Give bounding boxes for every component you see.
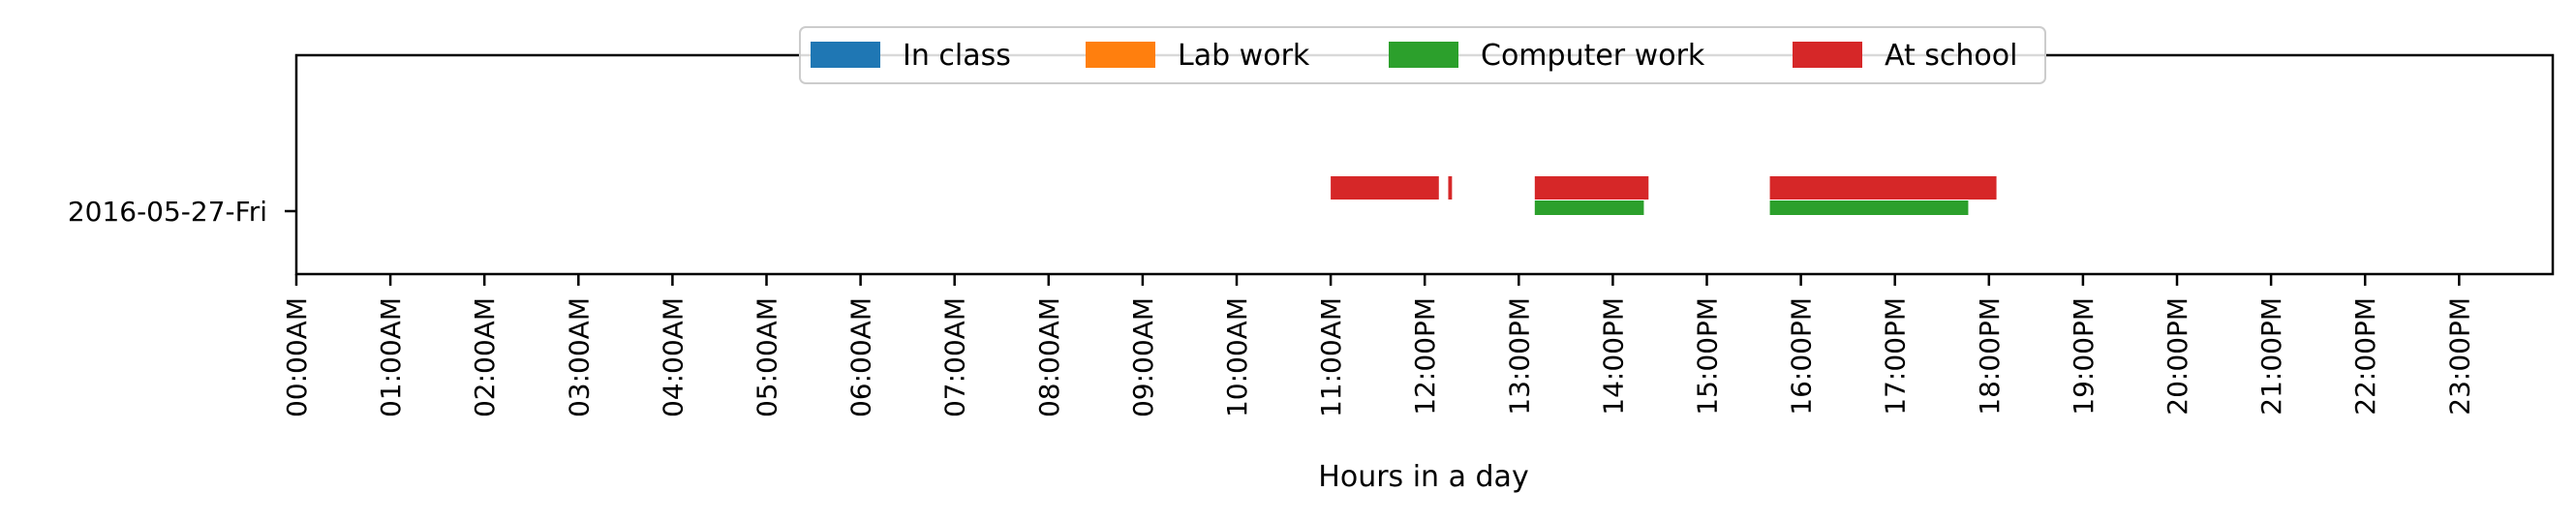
legend-swatch — [1793, 42, 1862, 68]
x-tick-label: 07:00AM — [939, 297, 971, 417]
legend: In class Lab work Computer work At school — [799, 26, 2046, 84]
x-tick-label: 22:00PM — [2349, 297, 2381, 415]
legend-label: Lab work — [1178, 39, 1310, 73]
legend-swatch — [1389, 42, 1458, 68]
legend-swatch — [811, 42, 880, 68]
x-tick-label: 09:00AM — [1127, 297, 1159, 417]
x-tick-label: 11:00AM — [1315, 297, 1347, 417]
x-tick-label: 16:00PM — [1786, 297, 1818, 415]
x-tick-label: 19:00PM — [2068, 297, 2100, 415]
x-tick-label: 06:00AM — [845, 297, 877, 417]
x-tick-label: 17:00PM — [1880, 297, 1912, 415]
plot-area — [294, 53, 2555, 276]
legend-swatch — [1086, 42, 1155, 68]
x-tick-label: 08:00AM — [1033, 297, 1065, 417]
bars-layer — [1331, 176, 1997, 215]
x-tick-label: 02:00AM — [469, 297, 501, 417]
bar-at-school-0 — [1331, 176, 1439, 200]
x-tick-label: 05:00AM — [751, 297, 783, 417]
x-tick-label: 23:00PM — [2443, 297, 2475, 415]
y-axis: 2016-05-27-Fri — [68, 196, 296, 228]
legend-label: In class — [903, 39, 1011, 73]
bar-at-school-1 — [1448, 176, 1453, 200]
y-tick-label: 2016-05-27-Fri — [68, 196, 267, 228]
legend-label: At school — [1885, 39, 2017, 73]
bar-computer-work-1 — [1769, 200, 1969, 215]
x-tick-label: 03:00AM — [563, 297, 595, 417]
x-tick-label: 15:00PM — [1692, 297, 1724, 415]
x-tick-label: 14:00PM — [1597, 297, 1629, 415]
bar-at-school-3 — [1769, 176, 1997, 200]
x-axis: 00:00AM 01:00AM 02:00AM 03:00AM 04:00AM 05:00… — [281, 274, 2475, 417]
x-tick-label: 12:00PM — [1409, 297, 1441, 415]
legend-label: Computer work — [1481, 39, 1705, 73]
x-tick-label: 13:00PM — [1503, 297, 1535, 415]
bar-at-school-2 — [1534, 176, 1649, 200]
x-axis-title: Hours in a day — [1318, 460, 1528, 494]
x-tick-label: 18:00PM — [1974, 297, 2006, 415]
x-tick-label: 10:00AM — [1221, 297, 1253, 417]
x-tick-label: 01:00AM — [375, 297, 407, 417]
x-tick-label: 21:00PM — [2255, 297, 2287, 415]
x-tick-label: 20:00PM — [2162, 297, 2193, 415]
bar-computer-work-0 — [1534, 200, 1644, 215]
x-tick-label: 00:00AM — [281, 297, 313, 417]
x-tick-label: 04:00AM — [657, 297, 689, 417]
